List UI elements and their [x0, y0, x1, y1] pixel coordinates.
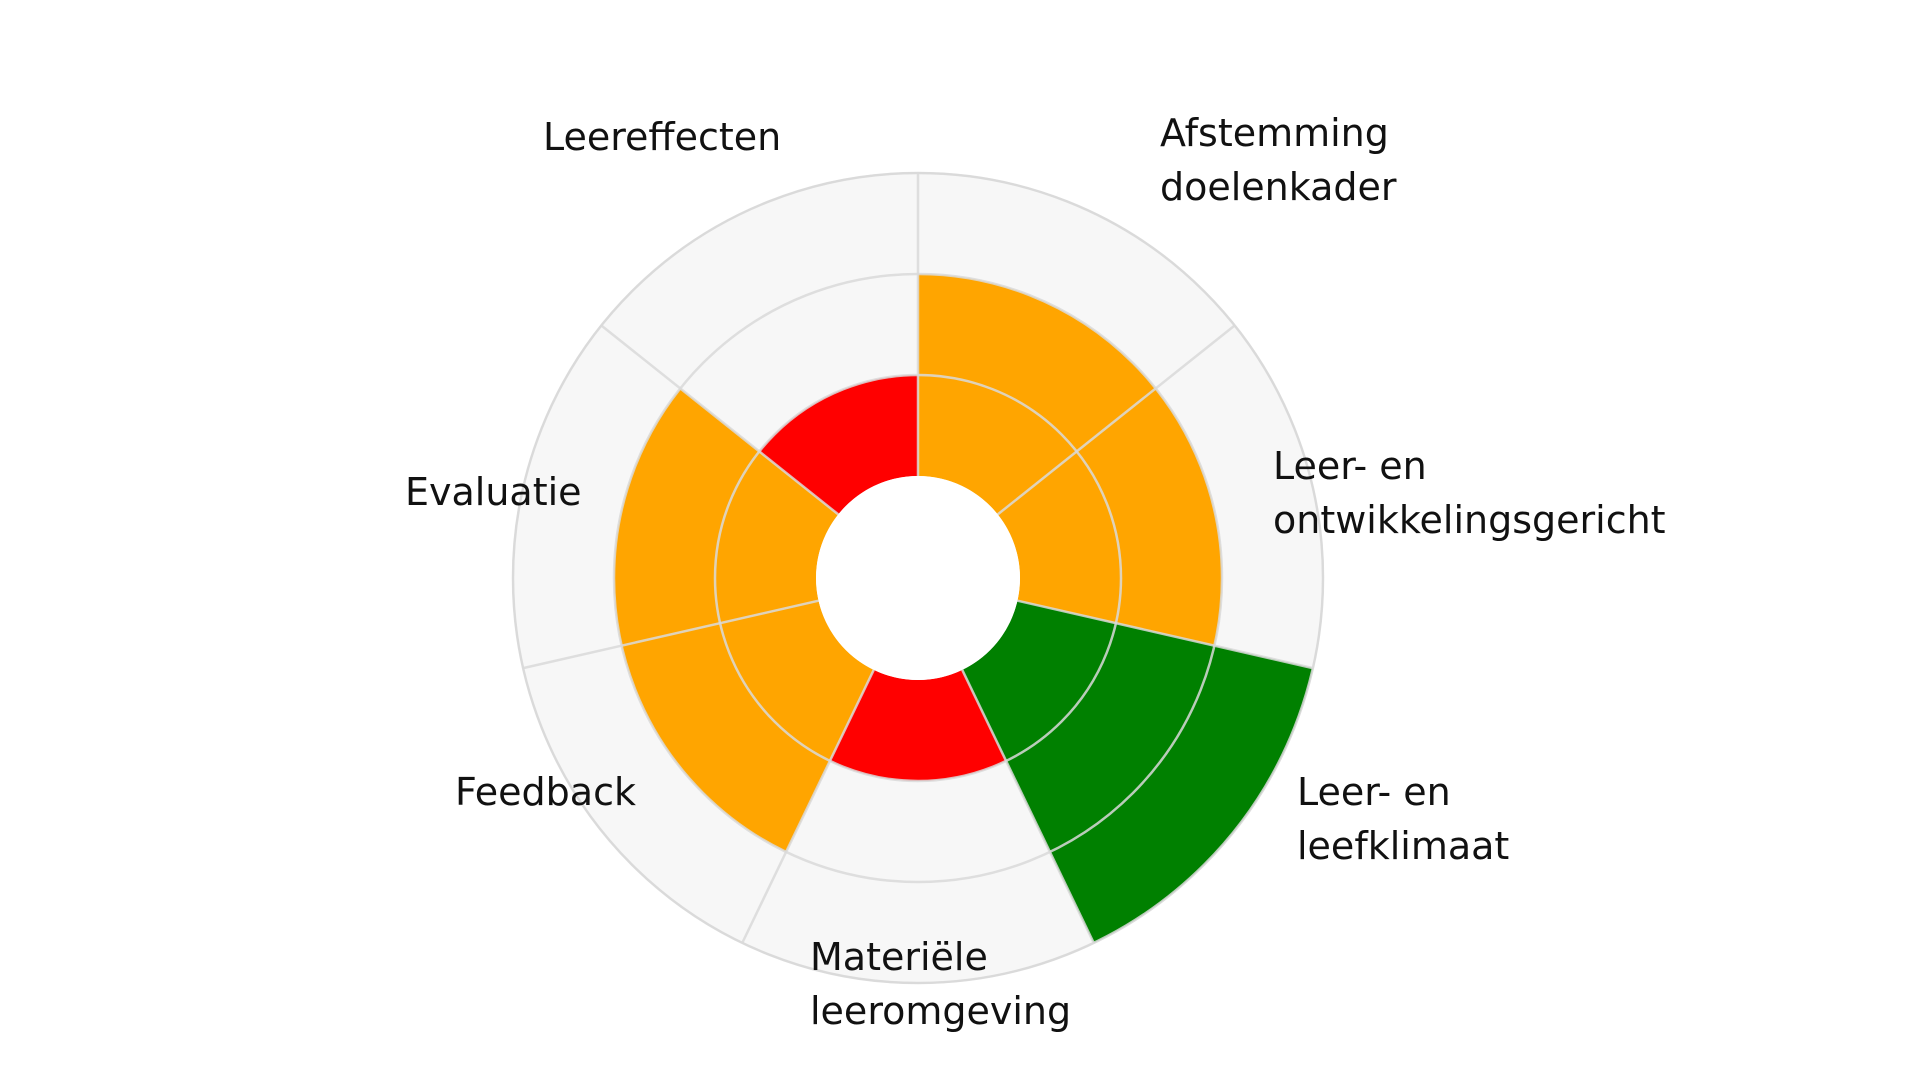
- segment-6: [759, 375, 918, 515]
- segment-label-0: Afstemming doelenkader: [1160, 111, 1397, 209]
- grid-spoke-4: [741, 669, 875, 944]
- grid-spoke-6: [600, 324, 840, 516]
- grid-spoke-1: [996, 324, 1236, 516]
- segment-1: [997, 388, 1222, 646]
- chart-labels: Afstemming doelenkader Leer- en ontwikkelin…: [405, 111, 1666, 1033]
- segment-label-line: Feedback: [455, 770, 636, 814]
- segment-0: [918, 274, 1156, 515]
- segment-label-line: Evaluatie: [405, 470, 582, 514]
- segment-4: [621, 600, 874, 852]
- grid-spoke-3: [961, 669, 1095, 944]
- segment-2: [962, 600, 1313, 943]
- segment-label-1: Leer- en ontwikkelingsgericht: [1273, 444, 1666, 542]
- segment-label-line: Leer- en: [1297, 770, 1451, 814]
- segment-label-line: Materiële: [810, 935, 988, 979]
- segment-label-line: doelenkader: [1160, 165, 1397, 209]
- segment-label-3: Materiële leeromgeving: [810, 935, 1071, 1033]
- segment-label-line: leefklimaat: [1297, 824, 1509, 868]
- grid-spoke-5: [522, 599, 819, 670]
- chart-center-hole: [816, 476, 1020, 680]
- segment-label-line: leeromgeving: [810, 989, 1071, 1033]
- chart-segments: [614, 274, 1313, 943]
- segment-label-5: Evaluatie: [405, 470, 582, 514]
- segment-label-line: ontwikkelingsgericht: [1273, 498, 1666, 542]
- center-hole: [816, 476, 1020, 680]
- grid-spoke-2: [1017, 599, 1314, 670]
- segment-label-2: Leer- en leefklimaat: [1297, 770, 1509, 868]
- segment-label-line: Afstemming: [1160, 111, 1389, 155]
- segment-label-6: Leereffecten: [543, 115, 781, 159]
- segment-3: [829, 669, 1007, 781]
- segment-label-line: Leereffecten: [543, 115, 781, 159]
- grid-overlay: [511, 171, 1325, 985]
- segment-label-4: Feedback: [455, 770, 636, 814]
- segment-label-line: Leer- en: [1273, 444, 1427, 488]
- segment-5: [614, 388, 839, 646]
